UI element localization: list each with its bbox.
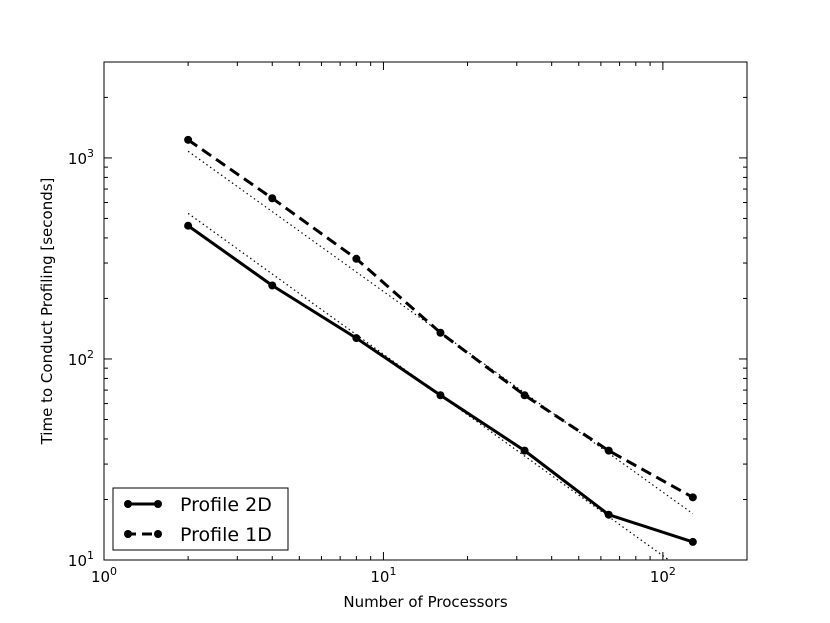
data-point-profile-1d: [184, 135, 193, 144]
legend-label-profile-2d: Profile 2D: [180, 494, 272, 516]
data-point-profile-2d: [268, 281, 277, 290]
series-lines: [184, 135, 697, 546]
data-point-profile-2d: [352, 334, 361, 343]
data-point-profile-1d: [520, 391, 529, 400]
x-axis-label: Number of Processors: [343, 593, 507, 611]
data-point-profile-1d: [604, 446, 613, 455]
x-tick-label: 100: [91, 565, 117, 586]
data-point-profile-2d: [436, 391, 445, 400]
legend-label-profile-1d: Profile 1D: [180, 524, 272, 546]
minor-ticks: [104, 62, 747, 560]
legend-marker-profile-2d: [154, 500, 162, 508]
x-tick-label: 102: [650, 565, 676, 586]
legend-marker-profile-1d: [154, 530, 162, 538]
x-tick-label: 101: [370, 565, 396, 586]
major-ticks: [103, 62, 747, 561]
data-point-profile-2d: [184, 221, 193, 230]
legend-box: [112, 487, 289, 551]
y-tick-label: 102: [68, 348, 94, 369]
legend-marker-profile-2d: [124, 500, 132, 508]
data-point-profile-1d: [436, 328, 445, 337]
data-point-profile-2d: [520, 446, 529, 455]
legend: Profile 2D Profile 1D: [112, 487, 289, 551]
y-tick-label: 101: [68, 549, 94, 570]
legend-marker-profile-1d: [124, 530, 132, 538]
y-axis-label: Time to Conduct Profiling [seconds]: [38, 178, 56, 446]
data-point-profile-1d: [688, 493, 697, 502]
data-point-profile-1d: [352, 254, 361, 263]
plot-area: [103, 61, 748, 561]
data-point-profile-1d: [268, 194, 277, 203]
data-point-profile-2d: [604, 510, 613, 519]
y-tick-label: 103: [68, 147, 94, 168]
data-point-profile-2d: [688, 537, 697, 546]
